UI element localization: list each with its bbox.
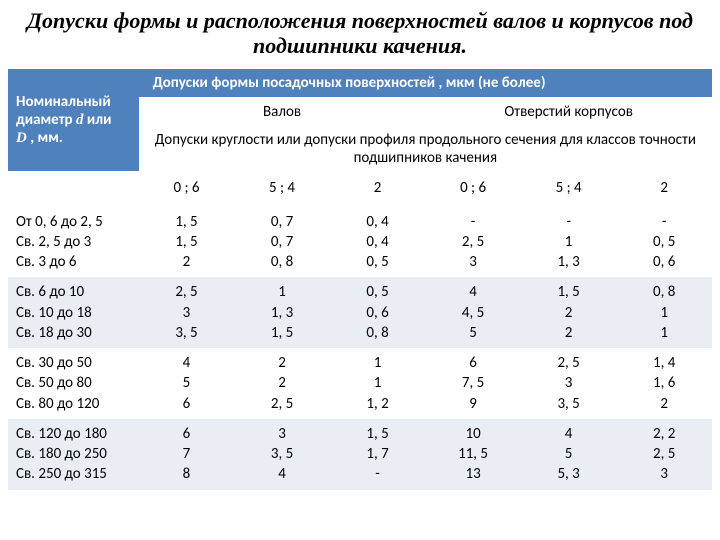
class-c1: 0 ; 6 bbox=[139, 171, 235, 207]
cell: 1, 5 1, 5 2 bbox=[139, 207, 235, 278]
header-diameter: Номинальный диаметр d или D , мм. bbox=[8, 69, 139, 171]
row-label-4: Св. 120 до 180 Св. 180 до 250 Св. 250 до… bbox=[8, 419, 139, 490]
class-c6: 2 bbox=[616, 171, 712, 207]
cell: 0, 5 0, 6 0, 8 bbox=[330, 277, 426, 348]
cell: 4 4, 5 5 bbox=[425, 277, 521, 348]
page-title: Допуски формы и расположения поверхносте… bbox=[8, 8, 712, 59]
class-c3: 2 bbox=[330, 171, 426, 207]
class-c4: 0 ; 6 bbox=[425, 171, 521, 207]
cell: 6 7 8 bbox=[139, 419, 235, 490]
header-shafts: Валов bbox=[139, 97, 426, 126]
cell: 0, 8 1 1 bbox=[616, 277, 712, 348]
cell: 1, 5 2 2 bbox=[521, 277, 617, 348]
header-note: Допуски круглости или допуски профиля пр… bbox=[139, 126, 712, 171]
row-label-3: Св. 30 до 50 Св. 50 до 80 Св. 80 до 120 bbox=[8, 348, 139, 419]
cell: 4 5 6 bbox=[139, 348, 235, 419]
cell: 3 3, 5 4 bbox=[234, 419, 330, 490]
cell: 2, 5 3 3, 5 bbox=[521, 348, 617, 419]
cell: 2 2 2, 5 bbox=[234, 348, 330, 419]
row-label-1: От 0, 6 до 2, 5 Св. 2, 5 до 3 Св. 3 до 6 bbox=[8, 207, 139, 278]
cell: 10 11, 5 13 bbox=[425, 419, 521, 490]
header-main: Допуски формы посадочных поверхностей , … bbox=[139, 69, 712, 98]
row-label-2: Св. 6 до 10 Св. 10 до 18 Св. 18 до 30 bbox=[8, 277, 139, 348]
cell: 1, 4 1, 6 2 bbox=[616, 348, 712, 419]
cell: - 1 1, 3 bbox=[521, 207, 617, 278]
cell: 1, 5 1, 7 - bbox=[330, 419, 426, 490]
cell: 0, 4 0, 4 0, 5 bbox=[330, 207, 426, 278]
cell: 6 7, 5 9 bbox=[425, 348, 521, 419]
cell: 0, 7 0, 7 0, 8 bbox=[234, 207, 330, 278]
header-housings: Отверстий корпусов bbox=[425, 97, 712, 126]
cell: 1 1 1, 2 bbox=[330, 348, 426, 419]
cell: - 2, 5 3 bbox=[425, 207, 521, 278]
cell: - 0, 5 0, 6 bbox=[616, 207, 712, 278]
cell: 2, 2 2, 5 3 bbox=[616, 419, 712, 490]
cell: 1 1, 3 1, 5 bbox=[234, 277, 330, 348]
cell: 4 5 5, 3 bbox=[521, 419, 617, 490]
cell: 2, 5 3 3, 5 bbox=[139, 277, 235, 348]
empty-cell bbox=[8, 171, 139, 207]
class-c5: 5 ; 4 bbox=[521, 171, 617, 207]
class-c2: 5 ; 4 bbox=[234, 171, 330, 207]
tolerances-table: Номинальный диаметр d или D , мм. Допуск… bbox=[8, 69, 712, 490]
